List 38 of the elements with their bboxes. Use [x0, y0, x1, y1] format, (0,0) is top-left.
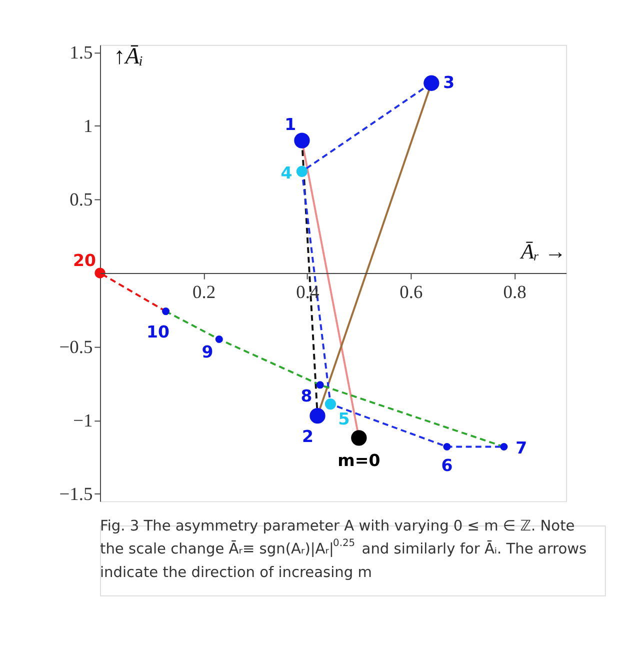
x-axis-title: Āᵣ → [519, 239, 566, 264]
y-tick-label: −1 [73, 410, 93, 431]
point [351, 430, 367, 446]
annotation: 1 [284, 114, 296, 134]
text: indicate the direction of increasing m [100, 564, 372, 581]
annotation: 4 [280, 163, 292, 182]
y-tick-label: 0.5 [70, 190, 93, 210]
point [310, 408, 326, 424]
y-tick-label: −0.5 [59, 336, 93, 357]
point [94, 268, 106, 278]
x-tick-label: 0.2 [192, 282, 216, 302]
point [316, 381, 324, 389]
annotation: 9 [202, 342, 214, 362]
point [215, 336, 223, 344]
annotation: 2 [302, 427, 314, 446]
x-tick-label: 0.8 [503, 282, 526, 302]
annotation: 5 [338, 409, 350, 428]
annotation: 7 [516, 438, 528, 458]
point [443, 442, 451, 450]
y-tick-label: −1.5 [59, 484, 93, 504]
caption: Fig. 3 The asymmetry parameter A with varying 0 ≤ m ∈ ℤ. Note [100, 517, 575, 534]
annotation: 10 [146, 322, 170, 342]
annotation: m=0 [338, 451, 380, 470]
point [162, 308, 170, 316]
annotation: 8 [300, 386, 312, 406]
point [424, 75, 440, 91]
x-tick-label: 0.4 [296, 282, 320, 302]
y-tick-label: 1 [84, 116, 93, 136]
y-axis-title: ↑Āᵢ [114, 43, 144, 70]
y-tick-label: 1.5 [70, 42, 93, 63]
point [294, 132, 310, 148]
point [500, 442, 508, 450]
point [296, 166, 308, 177]
point [324, 398, 336, 410]
x-tick-label: 0.6 [400, 282, 423, 302]
annotation: 20 [72, 251, 96, 270]
annotation: 6 [441, 456, 453, 476]
annotation: 3 [443, 72, 455, 92]
